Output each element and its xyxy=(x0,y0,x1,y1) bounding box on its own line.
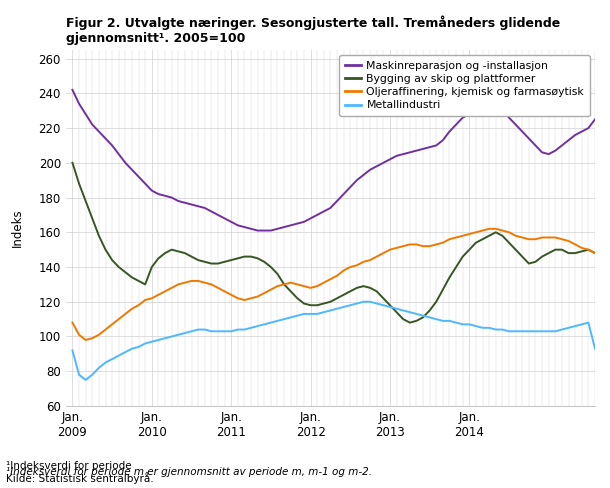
Y-axis label: Indeks: Indeks xyxy=(10,209,24,247)
Text: Kilde: Statistisk sentralbyrå.: Kilde: Statistisk sentralbyrå. xyxy=(6,472,154,484)
Text: Figur 2. Utvalgte næringer. Sesongjusterte tall. Tremåneders glidende
gjennomsni: Figur 2. Utvalgte næringer. Sesongjuster… xyxy=(66,15,560,44)
Text: ¹Indeksverdi for periode: ¹Indeksverdi for periode xyxy=(6,461,135,471)
Text: ¹Indeksverdi for periode m er gjennomsnitt av periode m, m-1 og m-2.: ¹Indeksverdi for periode m er gjennomsni… xyxy=(6,468,372,477)
Legend: Maskinreparasjon og -installasjon, Bygging av skip og plattformer, Oljeraffineri: Maskinreparasjon og -installasjon, Byggi… xyxy=(339,55,590,116)
